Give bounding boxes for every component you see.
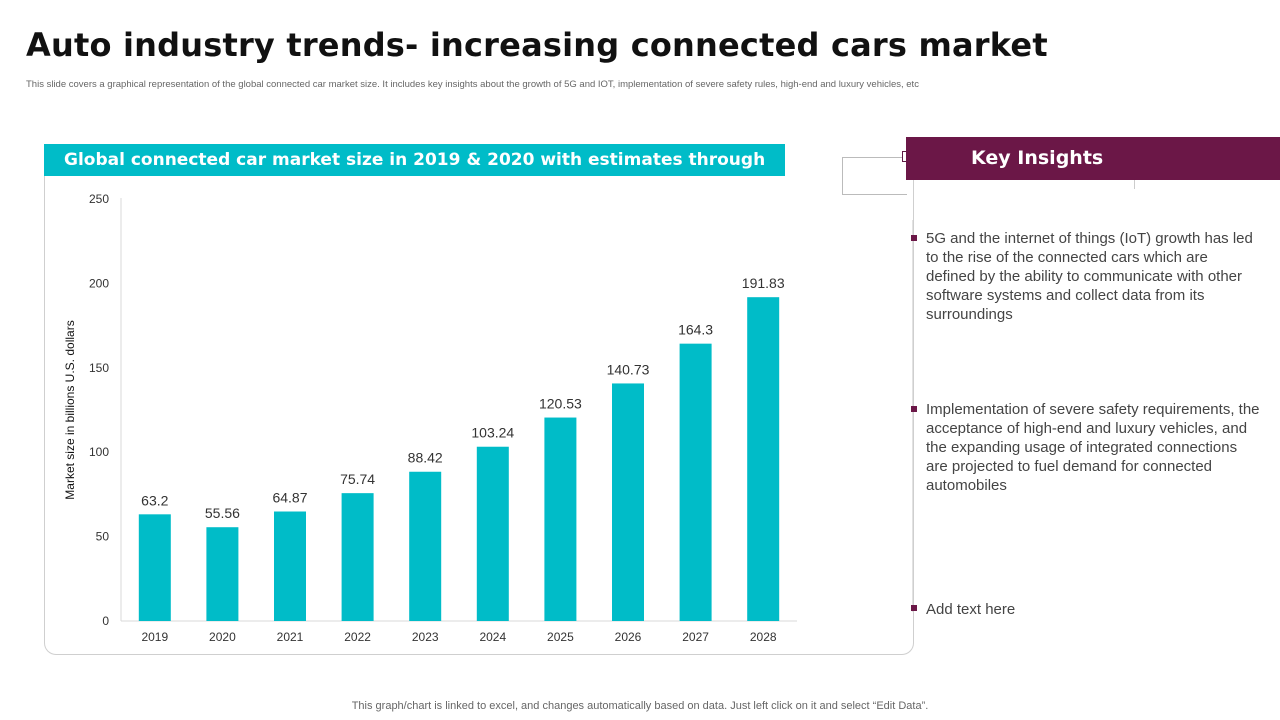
bullet-icon <box>911 235 917 241</box>
header-tick-divider <box>1134 180 1135 189</box>
bar-2020[interactable] <box>206 527 239 621</box>
x-tick-label: 2028 <box>750 630 777 644</box>
y-tick-label: 250 <box>89 192 109 206</box>
bar-value-label: 120.53 <box>539 396 582 412</box>
bar-2023[interactable] <box>409 471 442 621</box>
y-tick-label: 100 <box>89 445 109 459</box>
y-tick-label: 150 <box>89 361 109 375</box>
insight-item-placeholder[interactable]: Add text here <box>926 601 1016 618</box>
bar-value-label: 55.56 <box>205 505 240 521</box>
bullet-icon <box>911 605 917 611</box>
x-tick-label: 2027 <box>682 630 709 644</box>
x-tick-label: 2025 <box>547 630 574 644</box>
bar-2027[interactable] <box>679 343 712 621</box>
x-tick-label: 2020 <box>209 630 236 644</box>
bar-2021[interactable] <box>274 511 306 621</box>
bar-value-label: 63.2 <box>141 492 168 508</box>
page-title: Auto industry trends- increasing connect… <box>26 26 1048 64</box>
key-insights-header: Key Insights <box>906 137 1280 180</box>
insight-item-iot-growth: 5G and the internet of things (IoT) grow… <box>926 230 1253 323</box>
y-tick-label: 50 <box>96 530 110 544</box>
x-tick-label: 2022 <box>344 630 371 644</box>
bar-value-label: 164.3 <box>678 322 713 338</box>
bar-2028[interactable] <box>747 297 780 621</box>
x-tick-label: 2021 <box>277 630 304 644</box>
bar-value-label: 191.83 <box>742 275 785 291</box>
insight-item-safety: Implementation of severe safety requirem… <box>926 401 1260 494</box>
bar-value-label: 64.87 <box>272 489 307 505</box>
bar-value-label: 103.24 <box>471 425 514 441</box>
bar-2024[interactable] <box>476 446 509 621</box>
bar-2025[interactable] <box>544 417 577 621</box>
x-tick-label: 2026 <box>615 630 642 644</box>
x-tick-label: 2024 <box>479 630 506 644</box>
y-tick-label: 0 <box>102 614 109 628</box>
bar-value-label: 140.73 <box>607 361 650 377</box>
y-tick-label: 200 <box>89 276 109 290</box>
y-axis-label: Market size in billions U.S. dollars <box>63 320 77 499</box>
bar-value-label: 88.42 <box>408 450 443 466</box>
page-subtitle: This slide covers a graphical representa… <box>26 79 919 90</box>
bar-2026[interactable] <box>612 383 644 621</box>
bar-value-label: 75.74 <box>340 471 375 487</box>
footer-note: This graph/chart is linked to excel, and… <box>351 700 929 712</box>
x-tick-label: 2019 <box>141 630 168 644</box>
chart-frame <box>44 144 914 655</box>
chart-title: Global connected car market size in 2019… <box>44 144 785 202</box>
insights-divider-line <box>912 220 913 612</box>
x-tick-label: 2023 <box>412 630 439 644</box>
bar-2019[interactable] <box>138 514 171 621</box>
bar-chart[interactable]: 0 50 100 150 200 250 Market size in billions … <box>0 0 912 660</box>
bullet-icon <box>911 406 917 412</box>
y-axis-ticks: 0 50 100 150 200 250 <box>89 192 109 628</box>
bar-2022[interactable] <box>341 493 374 621</box>
insights-connector-line <box>842 157 907 195</box>
